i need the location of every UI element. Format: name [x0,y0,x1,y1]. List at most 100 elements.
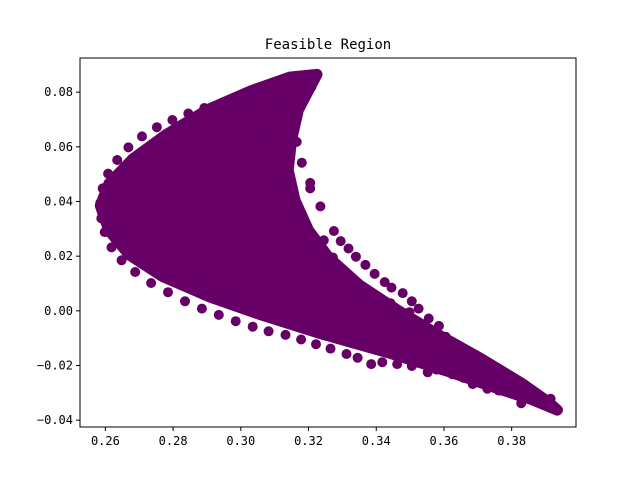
scatter-point [199,103,210,113]
scatter-point [458,372,469,383]
scatter-point [291,136,302,147]
scatter-point [413,303,424,314]
scatter-point [377,357,388,368]
scatter-point [328,226,339,236]
scatter-point [493,385,504,396]
scatter-point [312,69,322,80]
scatter-point [482,383,493,394]
chart-title: Feasible Region [265,37,391,53]
scatter-point [180,296,190,307]
plot-area-frame [79,57,577,428]
scatter-point [116,255,127,266]
scatter-point [106,242,117,253]
y-tick-label: 0.06 [44,140,73,154]
scatter-point [146,278,157,288]
scatter-point [366,359,377,370]
scatter-point [431,364,442,375]
scatter-point [447,369,458,380]
scatter-point [406,296,417,307]
scatter-point [296,157,307,168]
y-tick-label: 0.08 [44,85,73,99]
scatter-point [151,122,162,133]
scatter-point [229,99,239,110]
scatter-point [423,313,434,324]
x-tick-label: 0.32 [294,434,323,448]
scatter-point [258,104,269,115]
scatter-point [379,277,390,288]
scatter-point [495,376,506,387]
scatter-point [325,343,336,354]
scatter-point [267,136,277,147]
scatter-point [137,131,147,142]
scatter-point [103,168,114,179]
y-tick-label: 0.04 [44,195,73,209]
scatter-point [467,379,478,390]
x-tick-label: 0.34 [362,434,391,448]
y-axis: −0.04 −0.02 0.00 0.02 0.04 0.06 0.08 [37,85,80,427]
scatter-point [230,316,241,327]
y-tick-label: −0.02 [37,359,73,373]
scatter-point [392,359,403,370]
scatter-point [385,298,396,309]
scatter-point [397,288,408,299]
scatter-point [183,108,194,119]
scatter-point [247,321,258,332]
y-tick-label: 0.02 [44,249,73,263]
scatter-point [96,213,107,224]
scatter-point [350,251,361,262]
x-tick-label: 0.38 [497,434,526,448]
scatter-point [306,82,317,93]
scatter-point [123,142,134,153]
scatter-point [281,75,292,86]
x-tick-label: 0.36 [430,434,459,448]
scatter-point [433,320,444,331]
scatter-point [295,97,306,108]
scatter-point [369,268,380,279]
scatter-point [395,311,406,322]
scatter-points [95,69,563,416]
scatter-point [428,331,439,341]
scatter-point [163,287,173,298]
scatter-point [213,309,224,320]
feasible-region-area [94,68,563,416]
scatter-point [510,389,521,400]
scatter-point [251,115,262,125]
scatter-point [463,357,474,368]
scatter-point [545,393,556,404]
scatter-point [265,81,276,92]
scatter-point [288,113,299,124]
scatter-point [112,155,123,165]
scatter-point [237,119,248,130]
scatter-point [280,329,291,340]
scatter-point [521,391,532,402]
scatter-point [516,398,527,409]
scatter-point [196,303,207,314]
scatter-point [130,267,141,277]
scatter-point [327,252,338,263]
scatter-point [343,243,354,254]
scatter-point [305,183,316,194]
scatter-point [318,235,329,246]
scatter-point [404,307,415,318]
scatter-point [439,337,450,348]
x-tick-label: 0.26 [91,434,120,448]
y-tick-label: −0.04 [37,413,73,427]
y-tick-label: 0.00 [44,304,73,318]
scatter-point [315,201,326,212]
scatter-point [375,293,386,304]
scatter-point [352,352,363,363]
scatter-point [217,97,228,108]
x-tick-label: 0.28 [159,434,188,448]
scatter-point [167,115,178,125]
scatter-point [242,94,253,105]
scatter-point [95,197,106,208]
scatter-point [422,367,433,378]
scatter-point [453,350,464,361]
scatter-point [386,282,397,293]
scatter-point [296,334,307,345]
scatter-point [243,109,254,120]
scatter-point [263,326,274,337]
scatter-point [234,91,245,102]
scatter-point [535,394,546,405]
